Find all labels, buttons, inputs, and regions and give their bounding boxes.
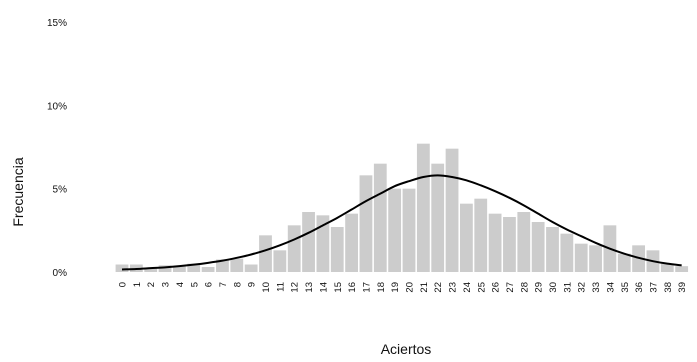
bar <box>675 266 689 272</box>
density-curve <box>121 174 682 271</box>
x-tick-label: 27 <box>505 282 516 293</box>
x-tick-label: 38 <box>663 282 674 293</box>
x-tick-label: 15 <box>333 282 344 293</box>
bar <box>589 245 602 272</box>
bar <box>244 264 258 272</box>
x-tick-label: 34 <box>605 282 616 293</box>
bar <box>302 212 315 272</box>
x-tick-label: 31 <box>562 282 573 293</box>
bar <box>115 264 129 272</box>
y-axis-title: Frecuencia <box>10 157 26 226</box>
x-tick-label: 37 <box>648 282 659 293</box>
bars-group <box>115 143 689 272</box>
x-tick-label: 1 <box>132 282 143 287</box>
x-tick-label: 2 <box>146 282 157 287</box>
bar <box>373 163 387 272</box>
x-tick-label: 6 <box>204 282 215 287</box>
x-tick-label: 32 <box>577 282 588 293</box>
x-tick-label: 28 <box>519 282 530 293</box>
y-tick-label: 10% <box>47 101 67 112</box>
bar <box>517 212 531 272</box>
x-tick-label: 13 <box>304 282 315 293</box>
bar <box>431 163 445 272</box>
bar <box>173 266 186 272</box>
bar <box>187 263 201 272</box>
bar <box>574 243 588 272</box>
bar <box>460 203 473 272</box>
x-axis-ticks: 0 1 2 3 4 5 6 7 8 9 10 11 12 13 14 15 16 17 18 19 20 21 22 23 24… <box>118 282 689 293</box>
x-tick-label: 7 <box>218 282 229 287</box>
y-tick-label: 5% <box>53 185 68 196</box>
bar <box>445 148 459 272</box>
x-tick-label: 12 <box>290 282 301 293</box>
x-tick-label: 36 <box>634 282 645 293</box>
x-tick-label: 8 <box>232 282 243 287</box>
bar <box>273 250 287 272</box>
bar <box>158 265 172 272</box>
bar <box>388 188 402 272</box>
bar <box>660 263 674 272</box>
bar <box>201 267 215 272</box>
bar <box>359 175 373 272</box>
y-tick-label: 15% <box>47 18 67 29</box>
bar <box>144 268 158 272</box>
x-tick-label: 39 <box>677 282 688 293</box>
bar <box>345 213 358 272</box>
x-tick-label: 17 <box>361 282 372 293</box>
bar <box>402 188 416 272</box>
y-axis-ticks: 0% 5% 10% 15% <box>47 18 67 279</box>
x-tick-label: 4 <box>175 282 186 287</box>
x-tick-label: 11 <box>275 282 286 292</box>
x-tick-label: 19 <box>390 282 401 293</box>
bar <box>230 258 244 272</box>
bar <box>617 253 631 272</box>
x-tick-label: 26 <box>491 282 502 293</box>
x-tick-label: 23 <box>448 282 459 293</box>
x-tick-label: 0 <box>118 282 129 287</box>
bar <box>488 213 502 272</box>
x-axis-title: Aciertos <box>381 341 432 357</box>
bar <box>546 227 559 272</box>
x-tick-label: 25 <box>476 282 487 293</box>
bar <box>316 215 330 272</box>
bar <box>560 233 574 272</box>
bar <box>503 217 516 272</box>
x-tick-label: 33 <box>591 282 602 293</box>
x-tick-label: 10 <box>261 282 272 293</box>
x-tick-label: 35 <box>620 282 631 293</box>
x-tick-label: 30 <box>548 282 559 293</box>
x-tick-label: 29 <box>534 282 545 293</box>
x-tick-label: 3 <box>161 282 172 287</box>
bar <box>531 222 545 272</box>
x-tick-label: 20 <box>405 282 416 293</box>
bar <box>330 227 344 272</box>
x-tick-label: 5 <box>189 282 200 287</box>
x-tick-label: 22 <box>433 282 444 293</box>
bar <box>216 259 229 272</box>
x-tick-label: 18 <box>376 282 387 293</box>
x-tick-label: 16 <box>347 282 358 293</box>
bar <box>287 225 301 272</box>
x-tick-label: 24 <box>462 282 473 293</box>
x-tick-label: 9 <box>247 282 258 287</box>
y-tick-label: 0% <box>53 268 68 279</box>
x-tick-label: 14 <box>318 282 329 293</box>
bar <box>259 235 272 272</box>
bar <box>474 198 488 272</box>
bar <box>416 143 430 272</box>
x-tick-label: 21 <box>419 282 430 293</box>
